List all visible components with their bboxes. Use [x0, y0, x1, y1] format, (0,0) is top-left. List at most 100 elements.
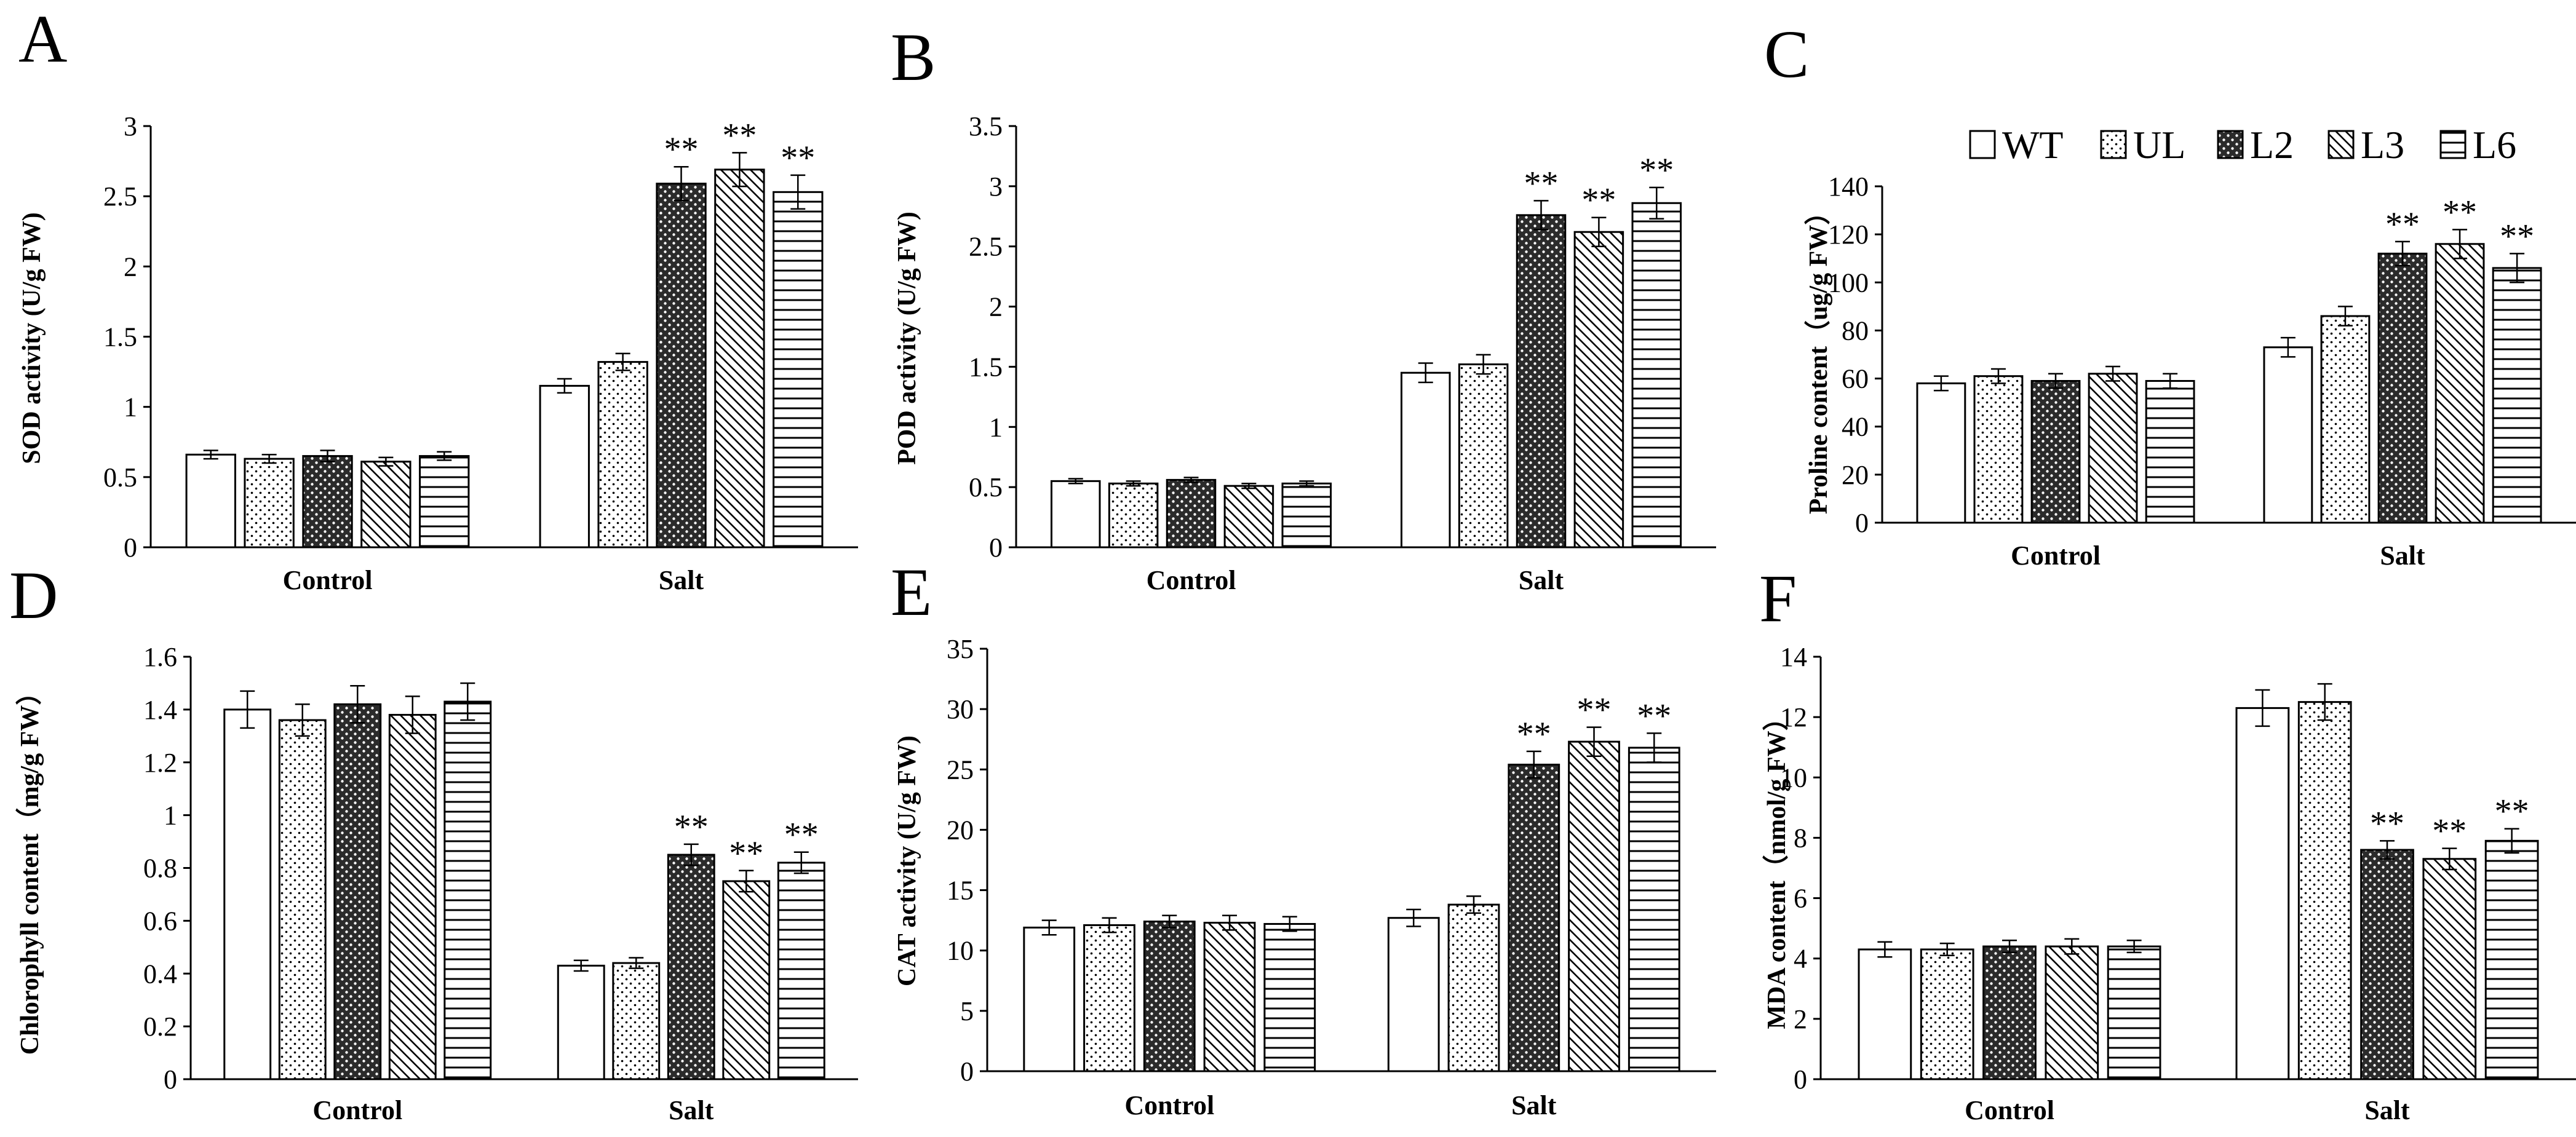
error-bar-f-salt-wt — [2255, 689, 2270, 727]
error-bar-d-salt-ul — [629, 957, 644, 969]
error-bar-f-salt-l2 — [2380, 840, 2395, 860]
significance-f-salt-l3: ** — [2432, 812, 2467, 850]
bar-b-salt-wt — [1400, 371, 1451, 549]
error-bar-f-salt-ul — [2317, 683, 2332, 721]
bar-c-salt-l3 — [2435, 243, 2485, 524]
error-bar-f-control-l6 — [2126, 940, 2142, 954]
error-bar-f-control-ul — [1939, 942, 1955, 957]
significance-e-salt-l2: ** — [1517, 715, 1551, 753]
y-tick-label-c: 0 — [1855, 508, 1869, 538]
category-label-d-salt: Salt — [669, 1095, 714, 1125]
significance-c-salt-l3: ** — [2443, 193, 2477, 231]
category-label-a-salt: Salt — [659, 565, 704, 595]
y-tick-label-a: 3 — [124, 111, 137, 141]
error-bar-f-salt-l6 — [2504, 828, 2519, 854]
bar-b-salt-l3 — [1573, 231, 1624, 549]
bar-b-salt-ul — [1458, 363, 1509, 549]
y-tick-label-a: 0 — [124, 533, 137, 563]
panel-letter-c: C — [1764, 17, 1809, 92]
error-bar-b-salt-ul — [1476, 354, 1491, 375]
bar-a-salt-l2 — [656, 183, 707, 549]
bar-f-salt-l6 — [2484, 839, 2539, 1080]
significance-c-salt-l6: ** — [2500, 217, 2534, 255]
bar-c-salt-wt — [2263, 346, 2313, 524]
bar-e-salt-ul — [1447, 903, 1500, 1072]
error-bar-e-control-wt — [1041, 919, 1057, 936]
bar-c-control-l6 — [2145, 379, 2195, 524]
y-tick-label-e: 10 — [947, 936, 974, 966]
error-bar-c-control-l6 — [2163, 373, 2178, 389]
category-label-d-control: Control — [312, 1095, 402, 1125]
bar-e-salt-l6 — [1628, 747, 1680, 1072]
panel-a: A 0 0.5 1 1.5 2 2.5 3 SOD activity (U/g FW) Contr… — [18, 1, 858, 595]
y-tick-label-c: 100 — [1828, 267, 1869, 298]
error-bar-d-control-wt — [240, 690, 255, 729]
bar-b-control-ul — [1108, 482, 1159, 549]
error-bar-e-control-l3 — [1222, 914, 1238, 931]
bar-a-control-l2 — [302, 455, 353, 549]
y-tick-label-b: 2 — [989, 292, 1003, 322]
y-tick-label-c: 140 — [1828, 172, 1869, 202]
legend-swatch-ul — [2100, 130, 2127, 159]
bar-b-control-l2 — [1166, 478, 1217, 549]
category-label-c-salt: Salt — [2380, 541, 2425, 571]
bar-a-control-wt — [185, 453, 236, 549]
y-tick-label-f: 8 — [1794, 823, 1807, 853]
error-bar-b-salt-l6 — [1649, 186, 1664, 220]
y-tick-label-f: 4 — [1794, 944, 1807, 974]
y-tick-label-c: 80 — [1842, 315, 1869, 346]
bar-d-salt-wt — [557, 964, 605, 1080]
category-label-f-salt: Salt — [2364, 1095, 2410, 1125]
panel-b: B 0 0.5 1 1.5 2 2.5 3 3.5 POD activity (U/g FW) Co… — [891, 20, 1716, 595]
legend-label-wt: WT — [2002, 123, 2064, 167]
y-tick-label-f: 14 — [1780, 642, 1807, 672]
bar-f-salt-l3 — [2422, 858, 2477, 1080]
error-bar-a-control-l2 — [320, 450, 335, 462]
y-tick-label-b: 0 — [989, 533, 1003, 563]
y-axis-label-b: POD activity (U/g FW) — [893, 212, 921, 465]
error-bar-f-control-l3 — [2064, 938, 2080, 955]
y-tick-label-a: 2 — [124, 252, 137, 282]
y-tick-label-f: 2 — [1794, 1004, 1807, 1034]
legend-swatch-l3 — [2328, 130, 2355, 159]
error-bar-b-salt-wt — [1418, 362, 1433, 384]
y-tick-label-f: 6 — [1794, 884, 1807, 914]
error-bar-b-salt-l2 — [1533, 200, 1549, 231]
error-bar-e-salt-l3 — [1586, 726, 1602, 757]
y-tick-label-e: 15 — [947, 876, 974, 906]
y-tick-label-e: 30 — [947, 694, 974, 724]
bar-e-salt-l3 — [1568, 740, 1620, 1072]
error-bar-f-control-wt — [1877, 941, 1893, 958]
error-bar-c-control-ul — [1990, 368, 2006, 384]
bar-e-control-l6 — [1263, 923, 1316, 1072]
legend-label-l2: L2 — [2250, 123, 2294, 167]
error-bar-b-control-l3 — [1241, 483, 1257, 489]
bar-c-control-wt — [1916, 382, 1966, 524]
error-bar-c-salt-wt — [2280, 336, 2296, 358]
legend-label-ul: UL — [2133, 123, 2185, 167]
bar-c-salt-l2 — [2377, 252, 2428, 524]
bar-f-salt-wt — [2235, 707, 2290, 1080]
error-bar-b-control-l2 — [1183, 477, 1199, 483]
y-axis-label-d: Chlorophyll content（mg/g FW） — [15, 679, 44, 1055]
error-bar-a-control-wt — [203, 450, 218, 460]
bar-a-control-l6 — [419, 455, 470, 549]
y-tick-label-b: 3 — [989, 172, 1003, 202]
error-bar-d-salt-wt — [573, 959, 589, 972]
category-label-f-control: Control — [1965, 1095, 2054, 1125]
y-tick-label-e: 35 — [947, 634, 974, 664]
y-tick-label-f: 10 — [1780, 763, 1807, 793]
y-tick-label-c: 60 — [1842, 364, 1869, 394]
y-tick-label-b: 1 — [989, 412, 1003, 442]
bar-a-salt-l6 — [773, 191, 824, 549]
error-bar-c-salt-ul — [2337, 306, 2353, 327]
y-tick-label-e: 25 — [947, 755, 974, 785]
bar-a-control-l3 — [360, 461, 411, 549]
y-tick-label-d: 0.2 — [143, 1012, 177, 1042]
legend-label-l6: L6 — [2473, 123, 2516, 167]
category-label-c-control: Control — [2011, 541, 2101, 571]
bar-c-salt-ul — [2320, 315, 2371, 524]
error-bar-c-salt-l3 — [2452, 229, 2468, 259]
error-bar-e-control-ul — [1102, 917, 1117, 933]
panel-letter-b: B — [891, 20, 936, 95]
